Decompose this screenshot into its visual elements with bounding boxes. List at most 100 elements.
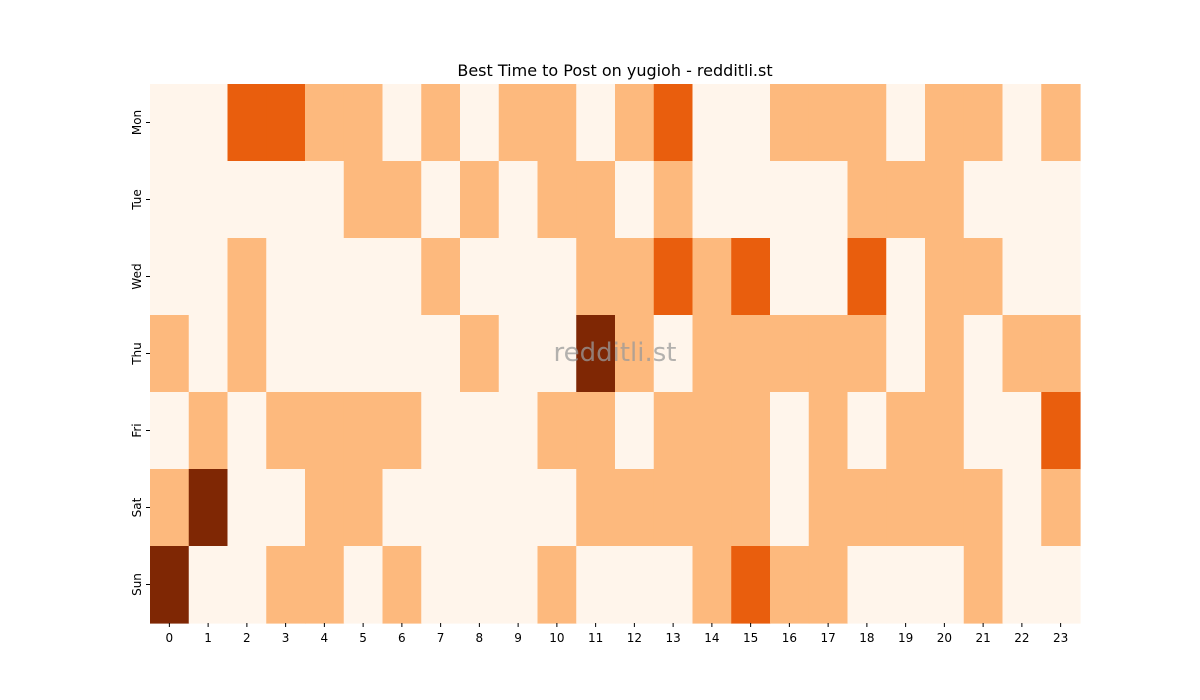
heatmap-cell-sun-17 <box>809 546 848 624</box>
heatmap-cell-thu-0 <box>150 315 189 393</box>
heatmap-cell-thu-5 <box>344 315 383 393</box>
heatmap-cell-tue-18 <box>848 161 887 239</box>
heatmap-cell-thu-3 <box>266 315 305 393</box>
heatmap-cell-tue-23 <box>1041 161 1080 239</box>
heatmap-cell-sun-11 <box>576 546 615 624</box>
heatmap-cell-sat-9 <box>499 469 538 547</box>
heatmap-cell-fri-19 <box>886 392 925 470</box>
heatmap-cell-tue-22 <box>1003 161 1042 239</box>
heatmap-cell-sun-13 <box>654 546 693 624</box>
heatmap-cell-wed-12 <box>615 238 654 316</box>
heatmap-cell-fri-2 <box>228 392 267 470</box>
heatmap-cell-wed-9 <box>499 238 538 316</box>
heatmap-cell-thu-6 <box>383 315 422 393</box>
heatmap-cell-sun-20 <box>925 546 964 624</box>
heatmap-cell-fri-3 <box>266 392 305 470</box>
heatmap-cell-thu-1 <box>189 315 228 393</box>
heatmap-cell-thu-2 <box>228 315 267 393</box>
y-axis: MonTueWedThuFriSatSun <box>130 110 150 596</box>
heatmap-cell-mon-0 <box>150 84 189 162</box>
heatmap-cell-tue-11 <box>576 161 615 239</box>
heatmap-cell-sat-21 <box>964 469 1003 547</box>
heatmap-cell-mon-14 <box>693 84 732 162</box>
heatmap-cell-mon-10 <box>538 84 577 162</box>
x-tick-label-2: 2 <box>243 631 251 645</box>
x-tick-label-5: 5 <box>359 631 367 645</box>
heatmap-cell-wed-16 <box>770 238 809 316</box>
heatmap-cell-sun-1 <box>189 546 228 624</box>
heatmap-cell-fri-8 <box>460 392 499 470</box>
heatmap-cell-wed-20 <box>925 238 964 316</box>
heatmap-cell-mon-23 <box>1041 84 1080 162</box>
heatmap-cell-wed-15 <box>731 238 770 316</box>
heatmap-cell-mon-3 <box>266 84 305 162</box>
heatmap-cell-sat-20 <box>925 469 964 547</box>
heatmap-cell-sun-16 <box>770 546 809 624</box>
x-tick-label-20: 20 <box>937 631 952 645</box>
heatmap-cell-wed-5 <box>344 238 383 316</box>
heatmap-cell-sun-4 <box>305 546 344 624</box>
heatmap-cell-sun-22 <box>1003 546 1042 624</box>
heatmap-cell-sun-19 <box>886 546 925 624</box>
heatmap-cell-wed-22 <box>1003 238 1042 316</box>
heatmap-cell-sun-0 <box>150 546 189 624</box>
heatmap-cell-mon-6 <box>383 84 422 162</box>
x-tick-label-21: 21 <box>975 631 990 645</box>
heatmap-cell-mon-18 <box>848 84 887 162</box>
heatmap-cell-sun-5 <box>344 546 383 624</box>
heatmap-cell-sat-12 <box>615 469 654 547</box>
heatmap-cell-thu-15 <box>731 315 770 393</box>
heatmap-cell-wed-23 <box>1041 238 1080 316</box>
heatmap-cell-sat-13 <box>654 469 693 547</box>
heatmap-cell-sun-18 <box>848 546 887 624</box>
heatmap-cell-fri-11 <box>576 392 615 470</box>
heatmap-cell-fri-17 <box>809 392 848 470</box>
heatmap-cell-fri-22 <box>1003 392 1042 470</box>
heatmap-cell-sat-4 <box>305 469 344 547</box>
heatmap-cell-sat-1 <box>189 469 228 547</box>
heatmap-cell-wed-8 <box>460 238 499 316</box>
heatmap-cell-tue-9 <box>499 161 538 239</box>
heatmap-cell-fri-1 <box>189 392 228 470</box>
x-tick-label-0: 0 <box>166 631 174 645</box>
heatmap-cell-wed-14 <box>693 238 732 316</box>
heatmap-cell-sat-16 <box>770 469 809 547</box>
heatmap-cell-sat-23 <box>1041 469 1080 547</box>
heatmap-cell-tue-20 <box>925 161 964 239</box>
heatmap-cell-tue-17 <box>809 161 848 239</box>
heatmap-cell-sat-2 <box>228 469 267 547</box>
heatmap-cell-sat-22 <box>1003 469 1042 547</box>
x-tick-label-3: 3 <box>282 631 290 645</box>
heatmap-cell-thu-19 <box>886 315 925 393</box>
heatmap-cell-mon-2 <box>228 84 267 162</box>
heatmap-cell-wed-2 <box>228 238 267 316</box>
heatmap-cell-wed-0 <box>150 238 189 316</box>
heatmap-cell-sat-11 <box>576 469 615 547</box>
x-tick-label-23: 23 <box>1053 631 1068 645</box>
heatmap-cell-sat-14 <box>693 469 732 547</box>
heatmap-cell-mon-16 <box>770 84 809 162</box>
heatmap-cell-fri-0 <box>150 392 189 470</box>
heatmap-cell-fri-13 <box>654 392 693 470</box>
heatmap-cell-wed-4 <box>305 238 344 316</box>
y-tick-label-fri: Fri <box>130 423 144 437</box>
heatmap-cell-fri-5 <box>344 392 383 470</box>
heatmap-cell-fri-21 <box>964 392 1003 470</box>
heatmap-cell-fri-4 <box>305 392 344 470</box>
heatmap-cell-tue-13 <box>654 161 693 239</box>
x-tick-label-10: 10 <box>549 631 564 645</box>
heatmap-cell-sun-21 <box>964 546 1003 624</box>
x-axis: 0 1 2 3 4 5 6 7 8 9 10 11 12 13 14 15 16 17 18 19 20 21 22 23 <box>166 623 1069 645</box>
x-tick-label-9: 9 <box>514 631 522 645</box>
heatmap-cell-wed-21 <box>964 238 1003 316</box>
heatmap-cell-tue-7 <box>421 161 460 239</box>
heatmap-cell-wed-1 <box>189 238 228 316</box>
heatmap-cell-tue-6 <box>383 161 422 239</box>
heatmap-cell-thu-9 <box>499 315 538 393</box>
heatmap-cell-thu-20 <box>925 315 964 393</box>
heatmap-cell-sun-12 <box>615 546 654 624</box>
heatmap-cell-mon-8 <box>460 84 499 162</box>
heatmap-cell-mon-11 <box>576 84 615 162</box>
heatmap-cell-sun-7 <box>421 546 460 624</box>
